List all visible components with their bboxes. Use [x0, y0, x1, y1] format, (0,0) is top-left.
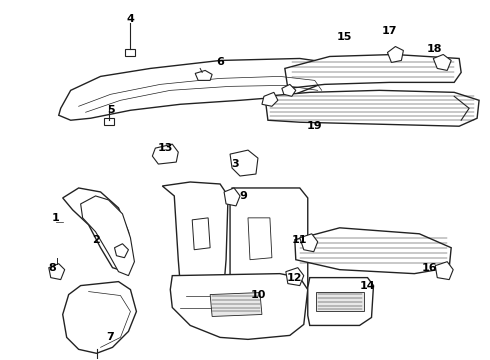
Text: 19: 19 — [307, 121, 322, 131]
Polygon shape — [308, 278, 373, 325]
Text: 16: 16 — [421, 263, 437, 273]
Text: 17: 17 — [382, 26, 397, 36]
Text: 1: 1 — [52, 213, 60, 223]
Text: 3: 3 — [231, 159, 239, 169]
Polygon shape — [210, 293, 262, 316]
Text: 10: 10 — [250, 289, 266, 300]
Text: 12: 12 — [287, 273, 302, 283]
Polygon shape — [125, 49, 135, 57]
Polygon shape — [285, 54, 461, 88]
Polygon shape — [224, 188, 240, 206]
Polygon shape — [435, 262, 453, 280]
Polygon shape — [152, 144, 178, 164]
Polygon shape — [115, 244, 128, 258]
Polygon shape — [300, 234, 318, 252]
Text: 14: 14 — [360, 280, 375, 291]
Polygon shape — [248, 218, 272, 260]
Polygon shape — [230, 188, 308, 311]
Text: 4: 4 — [126, 14, 134, 24]
Polygon shape — [262, 92, 278, 106]
Text: 13: 13 — [158, 143, 173, 153]
Text: 6: 6 — [216, 58, 224, 67]
Text: 18: 18 — [426, 44, 442, 54]
Text: 15: 15 — [337, 32, 352, 41]
Polygon shape — [286, 268, 304, 285]
Polygon shape — [316, 292, 364, 311]
Text: 9: 9 — [239, 191, 247, 201]
Polygon shape — [295, 228, 451, 274]
Polygon shape — [265, 90, 479, 126]
Polygon shape — [81, 196, 134, 276]
Text: 7: 7 — [107, 332, 114, 342]
Polygon shape — [192, 218, 210, 250]
Polygon shape — [433, 54, 451, 71]
Polygon shape — [388, 46, 403, 62]
Text: 8: 8 — [49, 263, 57, 273]
Polygon shape — [162, 182, 228, 323]
Polygon shape — [59, 58, 332, 120]
Polygon shape — [49, 264, 65, 280]
Polygon shape — [63, 282, 136, 353]
Polygon shape — [171, 274, 308, 339]
Text: 11: 11 — [292, 235, 308, 245]
Polygon shape — [103, 118, 114, 125]
Text: 2: 2 — [92, 235, 99, 245]
Polygon shape — [63, 188, 132, 272]
Polygon shape — [195, 71, 212, 80]
Polygon shape — [230, 150, 258, 176]
Polygon shape — [282, 84, 296, 96]
Text: 5: 5 — [107, 105, 114, 115]
